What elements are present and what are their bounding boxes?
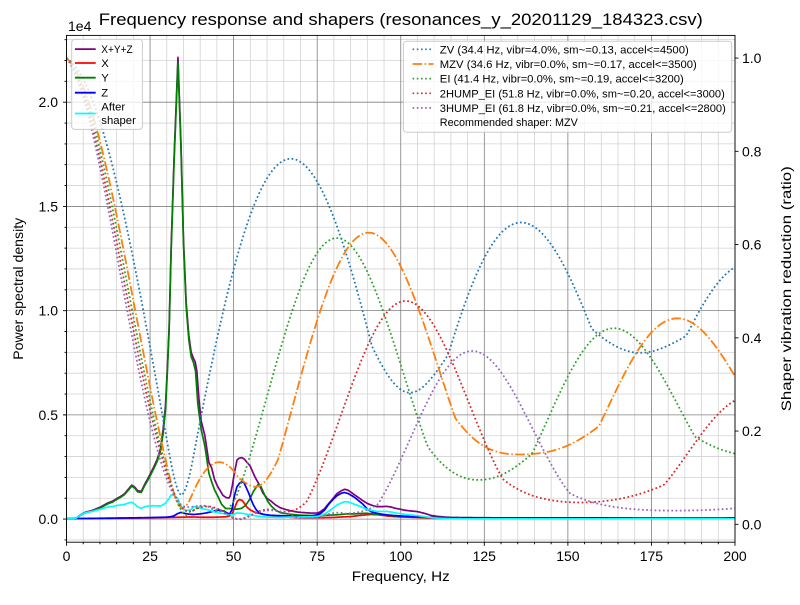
svg-text:0.0: 0.0 bbox=[39, 511, 59, 527]
svg-text:150: 150 bbox=[556, 548, 580, 564]
svg-text:1.0: 1.0 bbox=[39, 303, 59, 319]
svg-text:25: 25 bbox=[142, 548, 158, 564]
svg-text:Frequency, Hz: Frequency, Hz bbox=[352, 568, 450, 584]
svg-text:0.5: 0.5 bbox=[39, 407, 59, 423]
svg-text:X+Y+Z: X+Y+Z bbox=[101, 44, 132, 56]
svg-text:Recommended shaper: MZV: Recommended shaper: MZV bbox=[440, 117, 578, 129]
svg-text:shaper: shaper bbox=[101, 115, 136, 127]
svg-text:After: After bbox=[101, 102, 125, 114]
svg-text:1.0: 1.0 bbox=[742, 50, 762, 66]
svg-text:1e4: 1e4 bbox=[68, 18, 92, 34]
svg-text:0.2: 0.2 bbox=[742, 423, 762, 439]
svg-text:ZV (34.4 Hz, vibr=4.0%, sm~=0.: ZV (34.4 Hz, vibr=4.0%, sm~=0.13, accel<… bbox=[440, 44, 689, 56]
svg-text:Z: Z bbox=[101, 88, 108, 100]
svg-text:MZV (34.6 Hz, vibr=0.0%, sm~=0: MZV (34.6 Hz, vibr=0.0%, sm~=0.17, accel… bbox=[440, 59, 697, 71]
svg-text:2HUMP_EI (51.8 Hz, vibr=0.0%,: 2HUMP_EI (51.8 Hz, vibr=0.0%, sm~=0.20, … bbox=[440, 88, 725, 100]
svg-text:0: 0 bbox=[63, 548, 71, 564]
svg-text:200: 200 bbox=[723, 548, 747, 564]
svg-text:X: X bbox=[101, 58, 109, 70]
svg-text:Shaper vibration reduction (ra: Shaper vibration reduction (ratio) bbox=[778, 166, 794, 411]
svg-text:EI (41.4 Hz, vibr=0.0%, sm~=0.: EI (41.4 Hz, vibr=0.0%, sm~=0.19, accel<… bbox=[440, 74, 684, 86]
svg-text:75: 75 bbox=[309, 548, 325, 564]
svg-text:3HUMP_EI (61.8 Hz, vibr=0.0%,: 3HUMP_EI (61.8 Hz, vibr=0.0%, sm~=0.21, … bbox=[440, 103, 726, 115]
svg-text:0.0: 0.0 bbox=[742, 516, 762, 532]
svg-text:2.0: 2.0 bbox=[39, 94, 59, 110]
svg-text:0.4: 0.4 bbox=[742, 330, 762, 346]
svg-text:100: 100 bbox=[389, 548, 413, 564]
svg-text:125: 125 bbox=[473, 548, 497, 564]
svg-text:1.5: 1.5 bbox=[39, 198, 59, 214]
svg-text:Y: Y bbox=[101, 73, 109, 85]
svg-text:175: 175 bbox=[640, 548, 664, 564]
svg-text:50: 50 bbox=[226, 548, 242, 564]
svg-text:0.6: 0.6 bbox=[742, 237, 762, 253]
svg-text:Power spectral density: Power spectral density bbox=[10, 218, 26, 360]
svg-text:0.8: 0.8 bbox=[742, 143, 762, 159]
svg-text:Frequency response and shapers: Frequency response and shapers (resonanc… bbox=[99, 11, 703, 29]
